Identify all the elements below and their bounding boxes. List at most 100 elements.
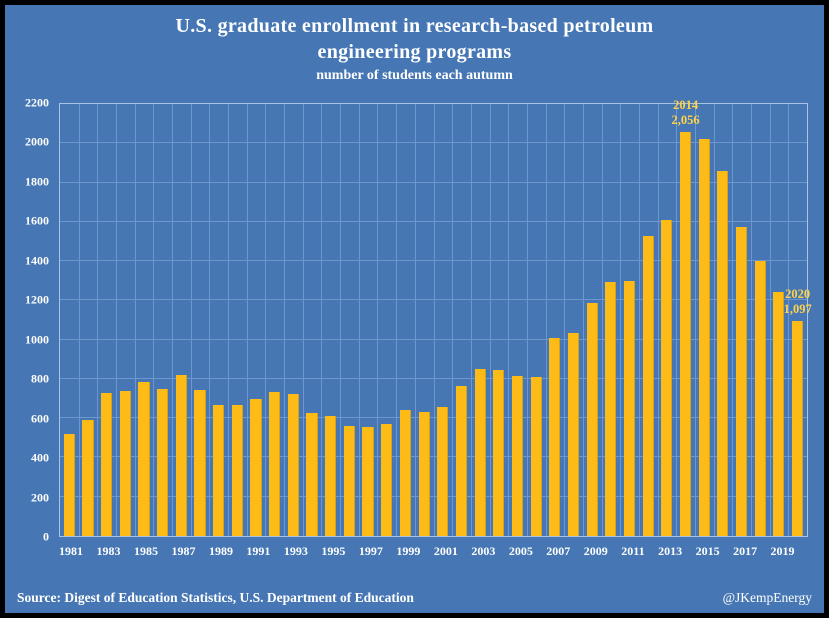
vertical-gridline — [209, 104, 211, 536]
y-tick-label: 1800 — [25, 174, 49, 189]
bar-2009 — [586, 303, 598, 536]
x-tick-slot: 2013 — [658, 544, 683, 558]
x-tick-slot — [608, 539, 621, 561]
chart-header: U.S. graduate enrollment in research-bas… — [5, 5, 824, 85]
vertical-gridline — [452, 104, 454, 536]
vertical-gridline — [489, 104, 491, 536]
plot-area: 2014 2,056 2020 1,097 — [59, 98, 812, 537]
vertical-gridline — [134, 104, 136, 536]
x-tick-slot: 1997 — [358, 544, 383, 558]
x-tick-slot — [83, 539, 96, 561]
y-tick-label: 1000 — [25, 332, 49, 347]
vertical-gridline — [78, 104, 80, 536]
x-tick-slot — [195, 539, 208, 561]
bar-1984 — [119, 390, 131, 536]
x-tick-slot: 2001 — [433, 544, 458, 558]
bar-slot — [545, 104, 564, 536]
bar-slot — [489, 104, 508, 536]
x-tick-slot — [270, 539, 283, 561]
bar-slot — [751, 104, 770, 536]
bar-slot — [79, 104, 98, 536]
bar-slot — [601, 104, 620, 536]
x-tick-slot: 1989 — [208, 544, 233, 558]
x-tick-slot: 2017 — [733, 544, 758, 558]
y-tick-label: 400 — [31, 450, 49, 465]
chart-footer: Source: Digest of Education Statistics, … — [17, 590, 812, 606]
bar-2005 — [511, 375, 524, 536]
bar-1995 — [325, 416, 337, 536]
bar-slot — [620, 104, 639, 536]
bar-2011 — [623, 280, 636, 536]
x-tick-slot: 1995 — [321, 544, 346, 558]
x-tick-slot: 1983 — [96, 544, 121, 558]
vertical-gridline — [190, 104, 192, 536]
vertical-gridline — [694, 104, 696, 536]
bar-slot — [527, 104, 546, 536]
bar-slot — [583, 104, 602, 536]
bar-slot — [658, 104, 677, 536]
vertical-gridline — [582, 104, 584, 536]
x-tick-slot — [458, 539, 471, 561]
bar-2008 — [567, 332, 580, 536]
bar-2015 — [698, 139, 710, 536]
bar-slot — [396, 104, 415, 536]
bar-slot — [284, 104, 303, 536]
bar-1983 — [101, 392, 113, 536]
bar-slot — [359, 104, 378, 536]
y-tick-label: 1600 — [25, 213, 49, 228]
vertical-gridline — [564, 104, 566, 536]
bar-slot — [732, 104, 751, 536]
bar-1987 — [175, 374, 187, 536]
bar-slot — [191, 104, 210, 536]
x-tick-slot: 2009 — [583, 544, 608, 558]
vertical-gridline — [620, 104, 622, 536]
vertical-gridline — [526, 104, 528, 536]
vertical-gridline — [750, 104, 752, 536]
chart-title-line2: engineering programs — [317, 41, 512, 63]
x-tick-slot — [308, 539, 321, 561]
bar-slot — [153, 104, 172, 536]
bar-slot — [452, 104, 471, 536]
vertical-gridline — [470, 104, 472, 536]
vertical-gridline — [433, 104, 435, 536]
x-tick-slot: 1991 — [246, 544, 271, 558]
bar-slot — [770, 104, 789, 536]
vertical-gridline — [508, 104, 510, 536]
vertical-gridline — [377, 104, 379, 536]
credit-handle: @JKempEnergy — [722, 590, 812, 605]
bar-slot — [639, 104, 658, 536]
x-tick-slot — [533, 539, 546, 561]
vertical-gridline — [601, 104, 603, 536]
vertical-gridline — [97, 104, 99, 536]
bar-2014 — [679, 132, 692, 536]
bar-slot — [788, 104, 807, 536]
bar-chart: 0 200 400 600 800 1000 1200 1400 1600 1800 2000 220… — [17, 96, 812, 561]
bar-slot — [564, 104, 583, 536]
vertical-gridline — [302, 104, 304, 536]
x-tick-slot: 1985 — [133, 544, 158, 558]
bar-1999 — [399, 410, 412, 536]
bar-2019 — [773, 291, 785, 536]
bar-slot — [471, 104, 490, 536]
bar-1998 — [381, 424, 393, 536]
vertical-gridline — [265, 104, 267, 536]
bar-2003 — [474, 369, 486, 536]
bar-2002 — [455, 385, 468, 536]
x-tick-slot — [795, 539, 808, 561]
bar-1992 — [269, 391, 281, 536]
y-tick-label: 800 — [31, 371, 49, 386]
bar-2000 — [418, 412, 430, 536]
x-tick-slot: 2007 — [546, 544, 571, 558]
vertical-gridline — [172, 104, 174, 536]
x-tick-slot: 1987 — [171, 544, 196, 558]
y-tick-label: 200 — [31, 490, 49, 505]
bar-1988 — [194, 389, 206, 536]
bar-slot — [508, 104, 527, 536]
chart-title-line1: U.S. graduate enrollment in research-bas… — [175, 15, 654, 37]
x-tick-slot — [120, 539, 133, 561]
bar-1982 — [82, 420, 94, 536]
bar-2006 — [530, 376, 542, 536]
vertical-gridline — [676, 104, 678, 536]
x-tick-slot — [570, 539, 583, 561]
